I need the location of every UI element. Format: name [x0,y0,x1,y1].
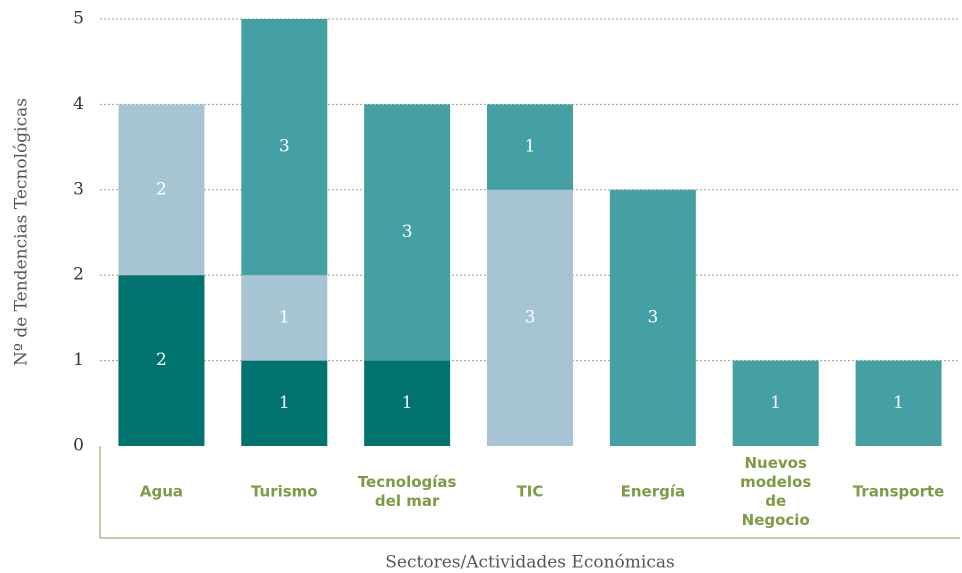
y-tick-label: 1 [73,350,84,370]
data-label: 1 [279,307,290,327]
x-axis-label: Sectores/Actividades Económicas [385,553,674,573]
bar-segment [732,360,819,446]
bar-segment [118,104,205,276]
bar-segment [241,275,328,361]
data-label: 1 [525,137,536,157]
x-tick-label: Nuevos modelos de Negocio [740,454,812,529]
data-label: 3 [402,222,413,242]
data-label: 2 [156,350,167,370]
bar-segment [364,104,451,361]
data-label: 1 [770,393,781,413]
x-tick-label: Transporte [852,482,945,501]
y-tick-label: 4 [73,94,84,114]
data-label: 2 [156,179,167,199]
data-label: 1 [402,393,413,413]
x-tick-label: Turismo [250,482,318,501]
bar-segment [487,189,573,447]
x-tick-label: TIC [516,482,544,501]
data-label: 3 [525,307,536,327]
data-label: 1 [279,393,290,413]
data-label: 3 [647,307,658,327]
bar-segment [487,104,573,190]
bar-segment [241,19,328,276]
y-tick-label: 2 [73,265,84,285]
bar-segment [855,360,942,446]
bar-segment [118,275,205,446]
bar-segment [364,360,451,446]
y-tick-label: 5 [73,9,84,29]
y-axis-label: Nº de Tendencias Tecnológicas [12,98,32,366]
y-tick-label: 0 [73,436,84,456]
x-tick-label: Tecnologías del mar [357,473,457,510]
x-tick-label: Agua [139,482,183,501]
bar-segment [241,360,328,446]
bar-segment [609,189,696,447]
data-label: 3 [279,137,290,157]
y-tick-label: 3 [73,179,84,199]
x-tick-label: Energía [620,482,686,501]
data-label: 1 [893,393,904,413]
